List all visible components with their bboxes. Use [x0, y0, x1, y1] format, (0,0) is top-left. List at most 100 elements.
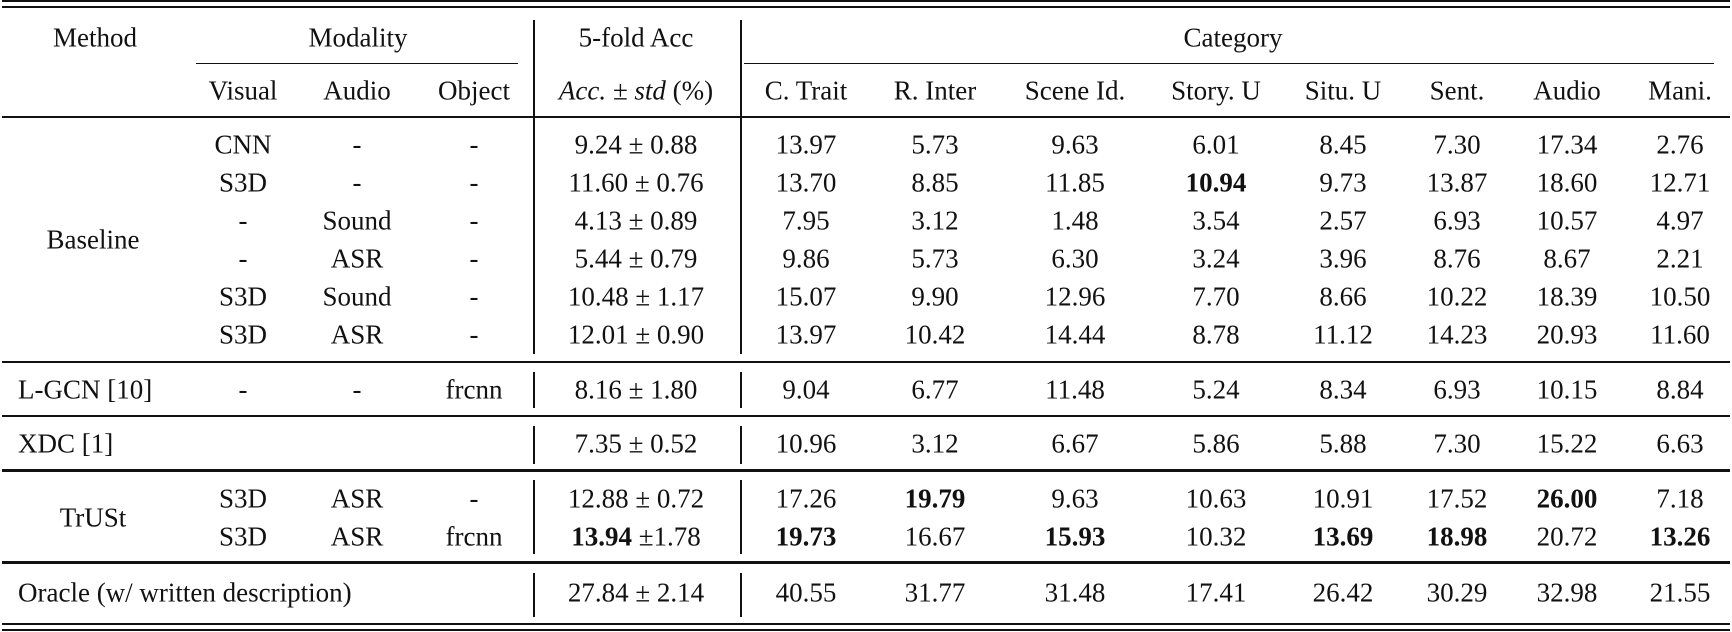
cell-category-value: 3.54 — [1192, 205, 1240, 236]
acc-right-separator — [740, 372, 742, 408]
cell-object: - — [469, 243, 479, 274]
cell-category-value: 2.57 — [1319, 205, 1367, 236]
group-xdc: XDC [1] — [18, 428, 114, 459]
cell-object: - — [469, 483, 479, 514]
bottom-rule-outer — [2, 629, 1730, 631]
cell-category-value: 9.86 — [782, 243, 830, 274]
cell-category-value: 9.04 — [782, 374, 830, 405]
cell-acc: 7.35 ± 0.52 — [574, 428, 698, 459]
baseline-rule — [2, 361, 1730, 363]
cell-visual: - — [238, 243, 248, 274]
cell-category-value: 20.93 — [1536, 319, 1598, 350]
header-cat-situ-u: Situ. U — [1304, 75, 1382, 106]
cell-category-value: 9.90 — [911, 281, 959, 312]
header-cat-audio: Audio — [1533, 75, 1601, 106]
cell-category-value: 11.60 — [1650, 319, 1710, 350]
cell-category-value: 13.69 — [1312, 521, 1374, 552]
cell-visual: CNN — [214, 129, 272, 160]
cell-category-value: 10.94 — [1185, 167, 1247, 198]
cell-category-value: 9.63 — [1051, 129, 1099, 160]
header-cat-r-inter: R. Inter — [893, 75, 977, 106]
header-visual: Visual — [208, 75, 278, 106]
cell-category-value: 2.21 — [1656, 243, 1704, 274]
acc-right-separator — [740, 573, 742, 617]
header-cat-mani: Mani. — [1648, 75, 1712, 106]
header-cat-story-u: Story. U — [1171, 75, 1261, 106]
trust-rule — [2, 561, 1730, 564]
header-fivefold-acc: 5-fold Acc — [578, 22, 694, 53]
cell-category-value: 7.18 — [1656, 483, 1704, 514]
cell-category-value: 6.93 — [1433, 374, 1481, 405]
cell-acc: 8.16 ± 1.80 — [574, 374, 698, 405]
xdc-rule — [2, 469, 1730, 472]
cell-category-value: 5.73 — [911, 243, 959, 274]
cell-category-value: 15.93 — [1044, 521, 1106, 552]
cell-category-value: 17.52 — [1426, 483, 1488, 514]
cell-audio: ASR — [330, 483, 384, 514]
cell-category-value: 13.97 — [775, 319, 837, 350]
header-modality: Modality — [308, 22, 408, 53]
cell-audio: - — [352, 374, 362, 405]
cell-category-value: 18.60 — [1536, 167, 1598, 198]
cell-category-value: 26.00 — [1536, 483, 1598, 514]
header-cat-scene-id: Scene Id. — [1024, 75, 1126, 106]
acc-unit: (%) — [665, 75, 714, 106]
header-method: Method — [53, 22, 137, 53]
acc-left-separator — [533, 20, 535, 354]
modality-underline — [196, 63, 518, 65]
header-audio: Audio — [323, 75, 391, 106]
bottom-rule-inner — [2, 623, 1730, 625]
cell-audio: - — [352, 167, 362, 198]
cell-category-value: 14.23 — [1426, 319, 1488, 350]
cell-category-value: 13.26 — [1649, 521, 1711, 552]
cell-acc: 4.13 ± 0.89 — [574, 205, 698, 236]
cell-category-value: 31.48 — [1044, 577, 1106, 608]
cell-category-value: 8.76 — [1433, 243, 1481, 274]
cell-category-value: 2.76 — [1656, 129, 1704, 160]
cell-category-value: 5.24 — [1192, 374, 1240, 405]
cell-category-value: 8.66 — [1319, 281, 1367, 312]
lgcn-rule — [2, 415, 1730, 417]
top-rule-outer — [2, 0, 1730, 2]
cell-category-value: 17.41 — [1185, 577, 1247, 608]
cell-category-value: 21.55 — [1649, 577, 1711, 608]
cell-acc-mean: 13.94 — [571, 521, 632, 552]
acc-left-separator — [533, 372, 535, 408]
group-lgcn: L-GCN [10] — [18, 374, 153, 405]
cell-category-value: 8.78 — [1192, 319, 1240, 350]
header-cat-sent: Sent. — [1429, 75, 1485, 106]
cell-category-value: 8.45 — [1319, 129, 1367, 160]
acc-left-separator — [533, 426, 535, 464]
cell-audio: Sound — [322, 281, 392, 312]
cell-category-value: 11.12 — [1313, 319, 1373, 350]
cell-acc: 12.01 ± 0.90 — [567, 319, 705, 350]
category-underline — [744, 63, 1714, 65]
cell-category-value: 15.07 — [775, 281, 837, 312]
cell-category-value: 30.29 — [1426, 577, 1488, 608]
cell-category-value: 6.01 — [1192, 129, 1240, 160]
cell-category-value: 7.30 — [1433, 428, 1481, 459]
cell-category-value: 6.30 — [1051, 243, 1099, 274]
group-oracle: Oracle (w/ written description) — [18, 577, 352, 608]
cell-category-value: 10.15 — [1536, 374, 1598, 405]
cell-acc: 10.48 ± 1.17 — [567, 281, 705, 312]
cell-object: - — [469, 281, 479, 312]
header-object: Object — [438, 75, 510, 106]
cell-audio: ASR — [330, 319, 384, 350]
cell-object: frcnn — [445, 521, 503, 552]
cell-category-value: 40.55 — [775, 577, 837, 608]
cell-category-value: 20.72 — [1536, 521, 1598, 552]
cell-category-value: 8.67 — [1543, 243, 1591, 274]
cell-audio: ASR — [330, 243, 384, 274]
cell-category-value: 12.96 — [1044, 281, 1106, 312]
cell-category-value: 6.63 — [1656, 428, 1704, 459]
cell-visual: S3D — [218, 319, 268, 350]
cell-category-value: 7.30 — [1433, 129, 1481, 160]
cell-category-value: 7.70 — [1192, 281, 1240, 312]
cell-category-value: 13.87 — [1426, 167, 1488, 198]
cell-acc: 27.84 ± 2.14 — [567, 577, 705, 608]
cell-category-value: 11.48 — [1045, 374, 1105, 405]
cell-acc: 5.44 ± 0.79 — [574, 243, 698, 274]
acc-left-separator — [533, 573, 535, 617]
cell-category-value: 6.93 — [1433, 205, 1481, 236]
